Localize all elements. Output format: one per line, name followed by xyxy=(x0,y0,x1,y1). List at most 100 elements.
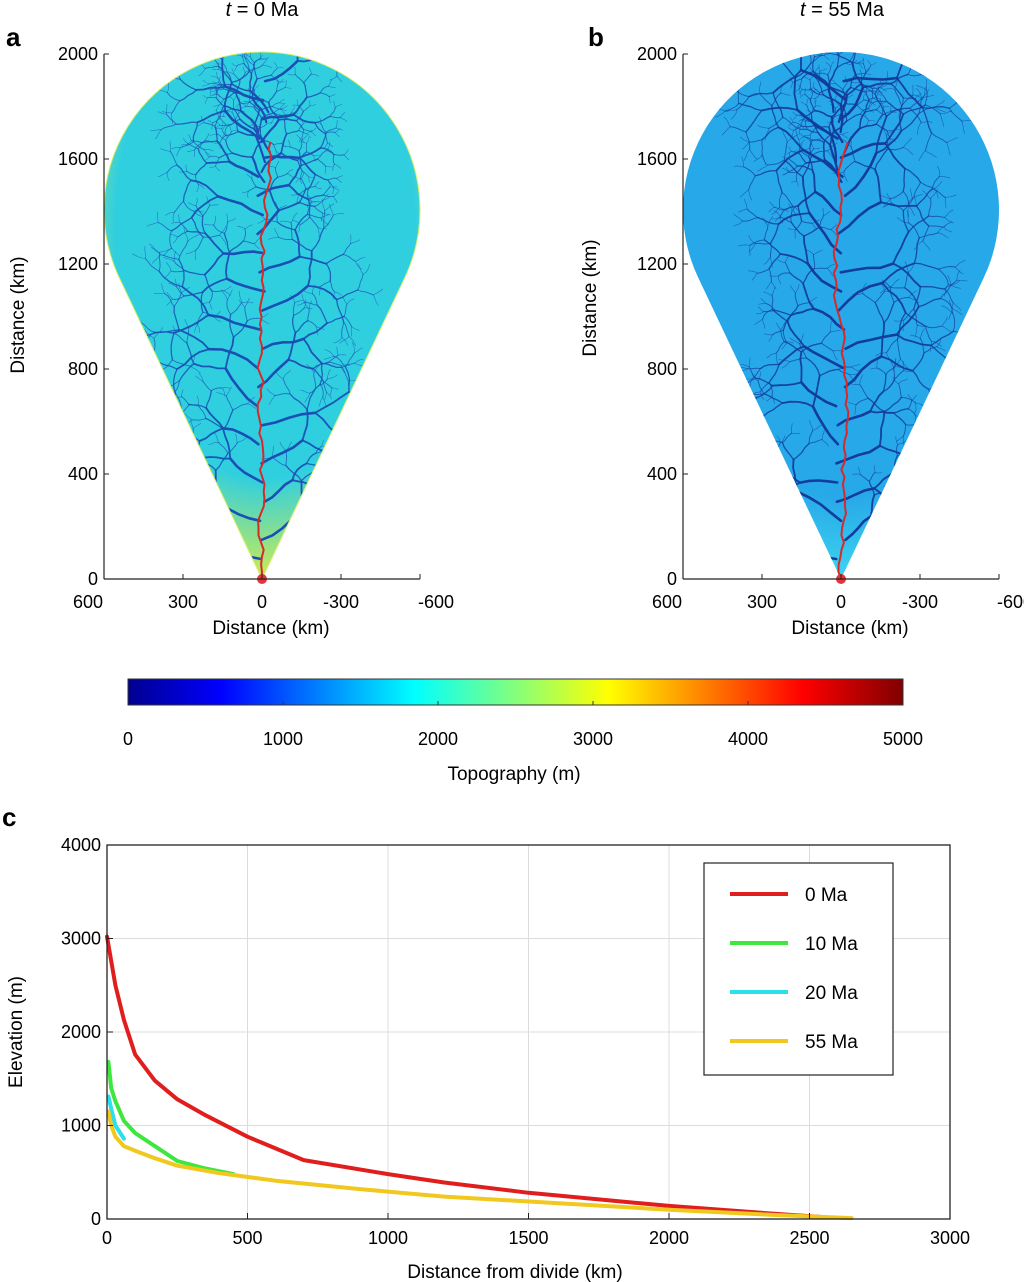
valley-channel xyxy=(290,212,298,224)
valley-channel xyxy=(166,298,173,306)
valley-channel xyxy=(359,526,368,534)
valley-channel xyxy=(361,392,371,404)
valley-channel xyxy=(159,410,172,414)
valley-channel xyxy=(896,486,902,492)
valley-channel xyxy=(195,236,204,251)
y-tick-label: 800 xyxy=(68,359,98,379)
valley-channel xyxy=(898,378,908,384)
valley-channel xyxy=(173,528,180,535)
valley-channel xyxy=(309,383,321,394)
valley-channel xyxy=(867,28,871,36)
valley-channel xyxy=(218,76,221,83)
y-tick-label: 400 xyxy=(647,464,677,484)
valley-channel xyxy=(119,334,129,344)
valley-channel xyxy=(773,210,781,218)
valley-channel xyxy=(913,308,918,326)
valley-channel xyxy=(819,368,840,377)
colorbar-tick-label: 5000 xyxy=(883,729,923,749)
valley-channel xyxy=(294,320,309,334)
valley-channel xyxy=(308,176,311,183)
valley-channel xyxy=(914,490,921,504)
valley-channel xyxy=(907,74,921,77)
valley-channel xyxy=(254,237,261,244)
valley-channel xyxy=(258,255,301,274)
valley-channel xyxy=(241,52,247,57)
valley-channel xyxy=(803,76,811,80)
valley-channel xyxy=(817,52,826,53)
valley-channel xyxy=(327,142,334,148)
valley-channel xyxy=(181,396,190,406)
valley-channel xyxy=(890,83,905,99)
valley-channel xyxy=(268,113,275,119)
valley-channel xyxy=(920,121,933,123)
valley-channel xyxy=(318,508,325,515)
valley-channel xyxy=(222,31,225,43)
valley-channel xyxy=(749,148,758,160)
valley-channel xyxy=(333,479,335,493)
valley-channel xyxy=(170,270,186,273)
valley-channel xyxy=(280,108,287,111)
valley-channel xyxy=(246,57,254,66)
valley-channel xyxy=(195,527,203,545)
valley-channel xyxy=(793,88,800,93)
valley-channel xyxy=(191,417,207,421)
valley-channel xyxy=(246,317,262,322)
valley-channel xyxy=(963,94,975,101)
valley-channel xyxy=(331,470,339,476)
valley-channel xyxy=(277,236,293,241)
valley-channel xyxy=(894,551,897,559)
valley-channel xyxy=(256,209,280,236)
valley-channel xyxy=(952,308,963,315)
valley-channel xyxy=(222,110,226,118)
valley-channel xyxy=(744,388,751,395)
valley-channel xyxy=(944,209,954,218)
valley-channel xyxy=(379,406,387,418)
valley-channel xyxy=(176,147,181,157)
valley-channel xyxy=(172,552,180,555)
valley-channel xyxy=(242,228,246,242)
valley-channel xyxy=(197,148,208,164)
valley-channel xyxy=(777,502,782,517)
valley-channel xyxy=(260,118,280,144)
valley-channel xyxy=(299,216,311,226)
valley-channel xyxy=(196,109,227,124)
valley-channel xyxy=(197,311,204,325)
valley-channel xyxy=(843,160,856,173)
valley-channel xyxy=(334,486,337,497)
valley-channel xyxy=(266,122,273,125)
valley-channel xyxy=(261,411,317,427)
valley-channel xyxy=(902,209,910,233)
valley-channel xyxy=(809,297,818,303)
valley-channel xyxy=(804,93,811,101)
valley-channel xyxy=(222,63,228,73)
valley-channel xyxy=(319,383,324,398)
valley-channel xyxy=(913,262,940,270)
valley-channel xyxy=(208,26,212,33)
valley-channel xyxy=(934,107,946,113)
valley-channel xyxy=(328,361,342,366)
colorbar-tick-label: 2000 xyxy=(418,729,458,749)
valley-channel xyxy=(249,56,255,63)
valley-channel xyxy=(765,281,772,290)
valley-channel xyxy=(811,223,818,230)
valley-channel xyxy=(869,515,895,529)
valley-channel xyxy=(335,461,343,470)
valley-channel xyxy=(944,217,955,224)
valley-channel xyxy=(216,71,218,78)
valley-channel xyxy=(308,300,312,309)
valley-channel xyxy=(202,456,232,460)
valley-channel xyxy=(280,143,286,148)
valley-channel xyxy=(800,93,806,98)
valley-channel xyxy=(902,190,910,207)
valley-channel xyxy=(771,381,803,387)
valley-channel xyxy=(939,432,952,437)
valley-channel xyxy=(913,286,922,310)
valley-channel xyxy=(251,177,257,188)
valley-channel xyxy=(880,321,885,358)
valley-channel xyxy=(249,93,251,103)
valley-channel xyxy=(955,377,966,385)
valley-channel xyxy=(919,328,925,339)
valley-channel xyxy=(865,91,869,101)
valley-channel xyxy=(741,156,745,168)
